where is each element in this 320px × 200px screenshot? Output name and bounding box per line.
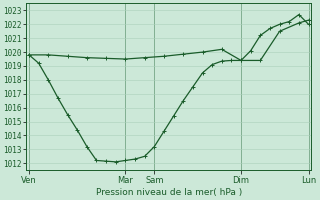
- X-axis label: Pression niveau de la mer( hPa ): Pression niveau de la mer( hPa ): [96, 188, 242, 197]
